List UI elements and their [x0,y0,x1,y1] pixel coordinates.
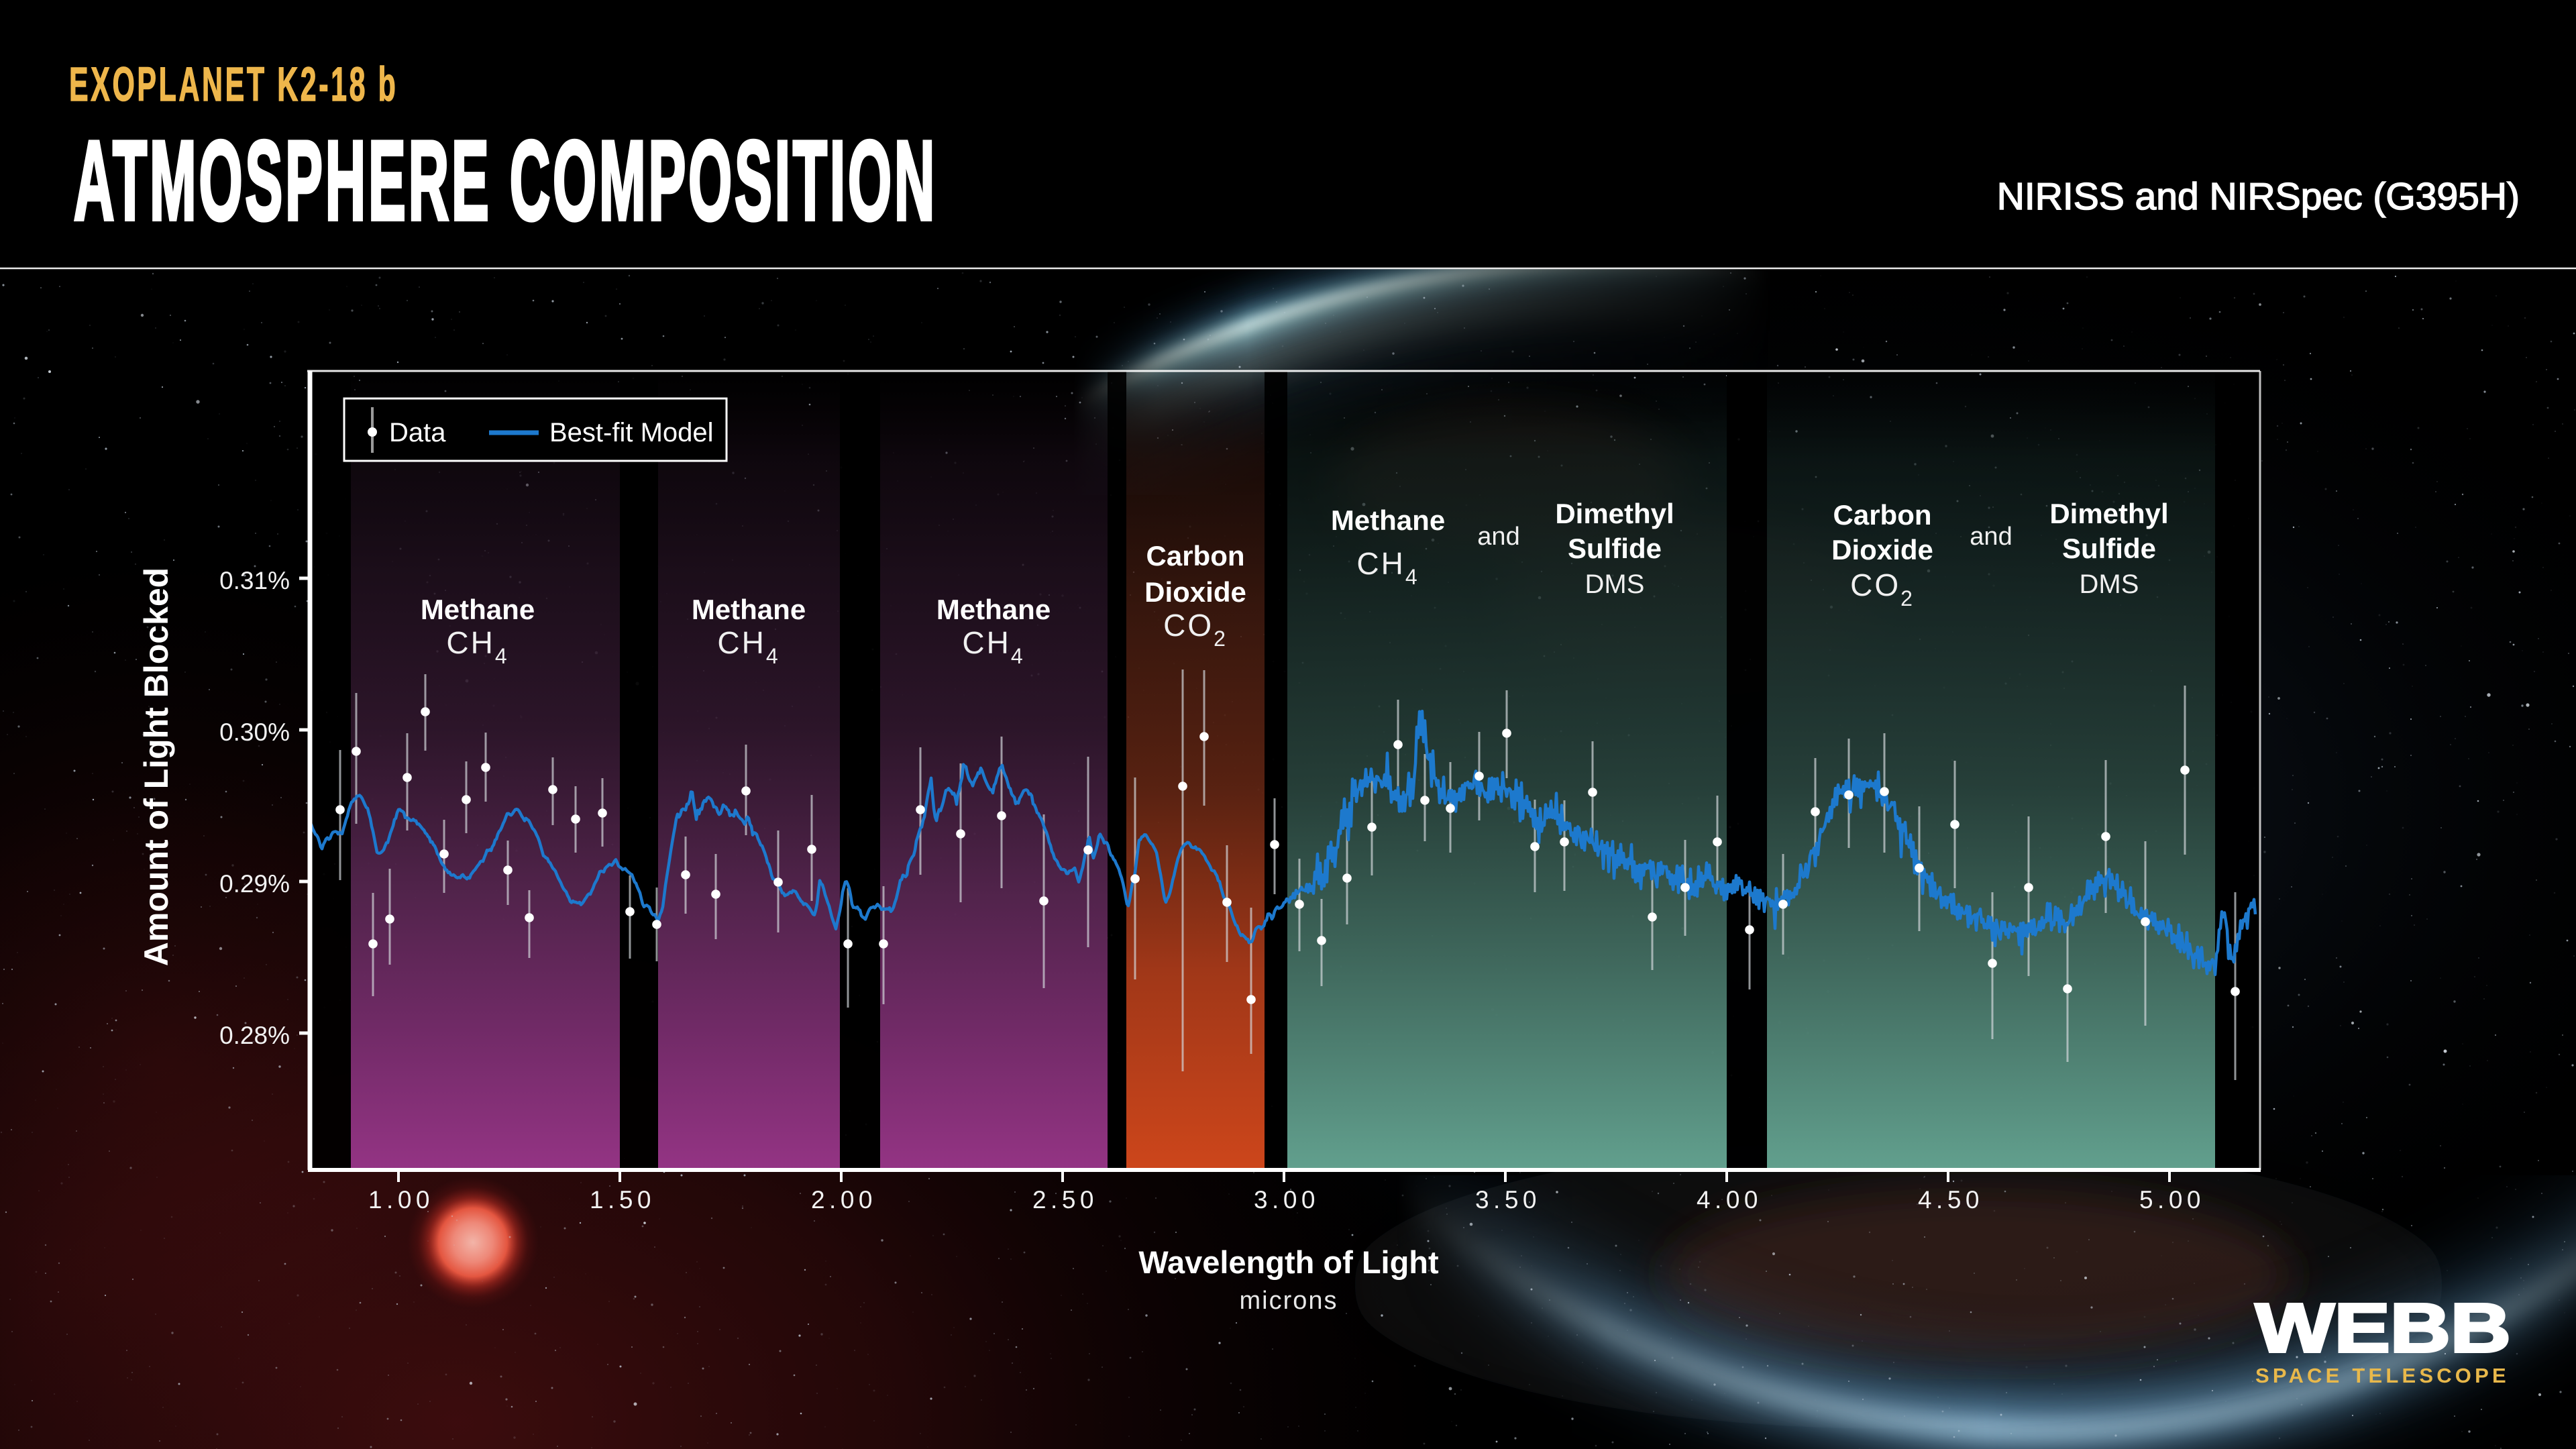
svg-text:Methane: Methane [936,594,1051,625]
svg-text:DMS: DMS [2080,570,2139,599]
svg-text:Methane: Methane [1331,504,1445,536]
svg-text:1.50: 1.50 [590,1186,655,1214]
svg-text:4.00: 4.00 [1697,1186,1762,1214]
svg-text:3.00: 3.00 [1254,1186,1320,1214]
svg-text:EXOPLANET K2-18 b: EXOPLANET K2-18 b [69,58,398,111]
svg-text:0.31%: 0.31% [219,567,290,594]
svg-text:Data: Data [389,418,446,447]
svg-text:Wavelength of Light: Wavelength of Light [1138,1244,1439,1280]
svg-text:0.30%: 0.30% [219,718,290,746]
svg-text:Amount of Light Blocked: Amount of Light Blocked [138,568,175,966]
svg-text:ATMOSPHERE COMPOSITION: ATMOSPHERE COMPOSITION [74,118,937,244]
svg-text:0.29%: 0.29% [219,870,290,898]
svg-text:Dioxide: Dioxide [1144,576,1246,608]
svg-text:3.50: 3.50 [1475,1186,1541,1214]
svg-text:and: and [1970,523,2012,551]
svg-text:Methane: Methane [692,594,806,625]
svg-text:2.00: 2.00 [811,1186,877,1214]
svg-text:Sulfide: Sulfide [2062,533,2156,564]
svg-text:and: and [1477,523,1519,551]
svg-text:Sulfide: Sulfide [1568,533,1662,564]
svg-text:Best-fit Model: Best-fit Model [549,418,714,447]
svg-text:microns: microns [1239,1287,1338,1315]
svg-text:Methane: Methane [421,594,535,625]
svg-text:Carbon: Carbon [1146,540,1245,572]
svg-text:0.28%: 0.28% [219,1022,290,1049]
svg-text:SPACE TELESCOPE: SPACE TELESCOPE [2255,1364,2510,1387]
svg-text:Dimethyl: Dimethyl [1555,498,1674,529]
svg-text:2.50: 2.50 [1032,1186,1098,1214]
svg-text:Dioxide: Dioxide [1831,534,1933,566]
svg-text:5.00: 5.00 [2139,1186,2205,1214]
svg-text:WEBB: WEBB [2255,1290,2511,1366]
svg-text:NIRISS and NIRSpec (G395H): NIRISS and NIRSpec (G395H) [1997,175,2520,218]
svg-text:DMS: DMS [1585,570,1645,599]
svg-text:Carbon: Carbon [1833,499,1932,531]
svg-text:1.00: 1.00 [368,1186,434,1214]
svg-text:4.50: 4.50 [1918,1186,1984,1214]
svg-text:Dimethyl: Dimethyl [2049,498,2168,529]
